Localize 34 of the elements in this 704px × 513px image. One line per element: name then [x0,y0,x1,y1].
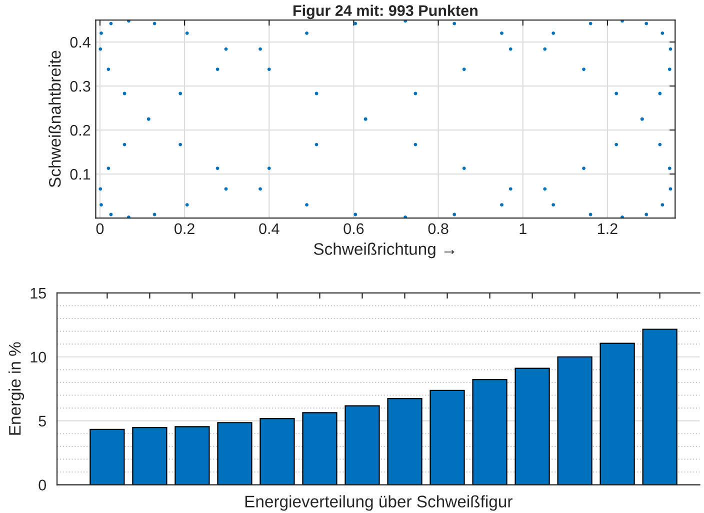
y-tick-label: 0.1 [70,168,90,180]
y-axis-title: Schweißnahtbreite [48,50,61,188]
y-tick-label: 0 [38,480,46,490]
x-axis-title: Energieverteilung über Schweißfigur [245,495,512,511]
x-tick-label: 0 [96,223,104,234]
bar [600,342,635,485]
bar [472,378,508,485]
y-tick-label: 0.2 [70,124,90,136]
bar [344,405,380,485]
y-tick-label: 5 [38,416,46,427]
x-tick-label: 0.4 [259,223,280,234]
y-tick-label: 15 [30,288,46,299]
bar [132,427,168,485]
bar [430,390,465,485]
x-tick-label: 0.2 [174,223,194,234]
bar [174,426,210,485]
x-tick-label: 0.6 [344,223,364,234]
bar [387,398,422,485]
bar [557,356,592,485]
x-tick-label: 0.8 [428,223,448,234]
bar [90,428,125,485]
x-tick-label: 1.2 [598,223,618,234]
bar [302,412,338,485]
y-tick-label: 0.4 [70,36,90,48]
x-axis-title: Schweißrichtung → [314,242,454,258]
y-axis-title: Energie in % [8,342,24,435]
x-tick-label: 1 [520,223,526,234]
bar [514,368,550,485]
y-tick-label: 10 [30,352,46,363]
bar [260,418,295,485]
bar [642,328,678,485]
chart-title: Figur 24 mit: 993 Punkten [294,4,478,20]
y-tick-label: 0.3 [70,80,90,92]
bar [217,422,252,485]
